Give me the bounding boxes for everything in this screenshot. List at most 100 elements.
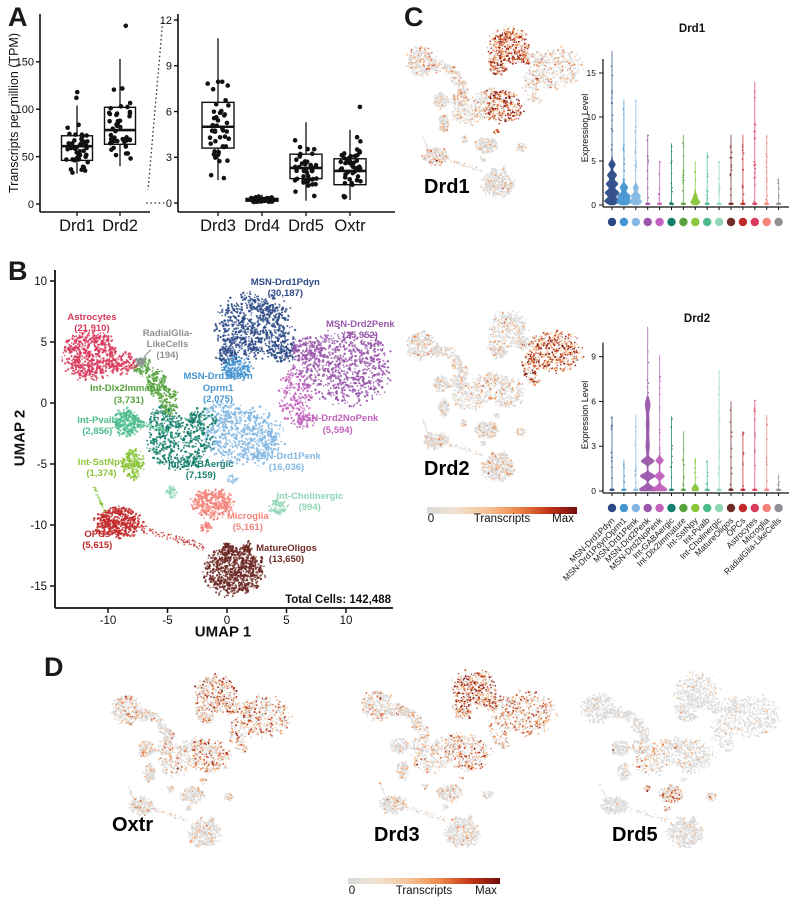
feature-label-drd2: Drd2 <box>424 458 470 480</box>
violin-ytick: 5 <box>591 156 596 166</box>
violin-ytick: 9 <box>591 352 596 362</box>
boxplot-gene-label: Oxtr <box>334 217 366 235</box>
transcripts-colorbar-d <box>348 878 500 884</box>
violin-xtick-dot-Int-GABAergic <box>667 217 676 227</box>
violin-xtick-dot-MSN-Drd2Penk <box>643 217 652 227</box>
violin-plot-Drd2: 0 3 6 9 MSN-Drd1PdynMSN-Drd1PdynOprm1MSN-Drd… <box>561 326 789 583</box>
umap2-axis-label: UMAP 2 <box>11 409 29 467</box>
violin-xtick-dot-Int-Dlx2Immature <box>679 503 688 513</box>
cluster-label-MSN-Drd1Penk: MSN-Drd1Penk (16,036) <box>252 450 321 473</box>
violin-ytick: 0 <box>591 200 596 210</box>
violin-xlabel-Int-GABAergic: Int-GABAergic <box>630 515 676 561</box>
violin-xtick-dot-MatureOligos <box>726 503 736 513</box>
violin-xlabel-MSN-Drd1Penk: MSN-Drd1Penk <box>591 515 641 565</box>
violin-xtick-dot-RadialGlia-LikeCells <box>774 217 783 227</box>
box-Drd5 <box>289 153 323 180</box>
colorbar-c-max: Max <box>552 513 574 525</box>
violin-xtick-dot-RadialGlia-LikeCells <box>774 503 783 513</box>
violin-xtick-dot-Int-Cholinergic <box>714 217 724 227</box>
transcripts-colorbar-c <box>427 507 577 514</box>
feature-plot-drd1 <box>403 14 585 202</box>
violin-xtick-dot-OPCs <box>738 503 748 513</box>
violin-xtick-dot-Int-GABAergic <box>667 503 676 513</box>
umap-xtick: 10 <box>340 615 353 627</box>
expression-level-label-drd1: Expression Level <box>580 93 590 163</box>
violin-xtick-dot-MSN-Drd1Pdyn <box>607 503 617 513</box>
violin-xtick-dot-Astrocytes <box>750 503 759 513</box>
violin-xlabel-Microglia: Microglia <box>740 515 771 546</box>
boxplot-gene-label: Drd5 <box>288 217 324 235</box>
umap-xtick: 5 <box>283 615 289 627</box>
cluster-label-Int-Pvalb: Int-Pvalb (2,856) <box>77 414 118 437</box>
violin-xtick-dot-Int-Cholinergic <box>714 503 724 513</box>
violin-ytick: 0 <box>591 486 596 496</box>
violin-xtick-dot-OPCs <box>738 217 748 227</box>
feature-plot-drd3 <box>358 656 558 852</box>
cluster-label-Int-SstNpy: Int-SstNpy (1,374) <box>77 456 126 479</box>
feature-plot-drd2 <box>403 298 585 486</box>
violin-xtick-dot-MSN-Drd1Penk <box>631 217 640 227</box>
box-Drd3 <box>201 101 235 149</box>
cluster-label-Microglia: Microglia (5,161) <box>226 510 269 533</box>
violin-ytick: 15 <box>587 68 597 78</box>
violin-xtick-dot-Int-Pvalb <box>703 503 712 513</box>
cluster-label-RadialGlia-LikeCells: RadialGlia- LikeCells (194) <box>142 328 193 362</box>
colorbar-d-max: Max <box>475 885 497 897</box>
boxplot-ytick: 0 <box>166 198 172 210</box>
box-Drd4 <box>245 197 279 202</box>
violin-xtick-dot-MSN-Drd1PdynOprm1 <box>619 503 629 513</box>
total-cells-label: Total Cells: 142,488 <box>285 594 391 606</box>
feature-label-drd5: Drd5 <box>612 824 658 846</box>
boxplot-ytick: 3 <box>166 152 172 164</box>
violin-xtick-dot-MSN-Drd1Penk <box>631 503 640 513</box>
violin-xtick-dot-Int-Dlx2Immature <box>679 217 688 227</box>
violin-xtick-dot-MatureOligos <box>726 217 736 227</box>
violin-xlabel-Int-Pvalb: Int-Pvalb <box>681 515 712 546</box>
umap-ytick: 0 <box>41 398 47 410</box>
colorbar-d-transcripts: Transcripts <box>395 885 453 897</box>
panel-a-letter: A <box>8 2 28 32</box>
cluster-label-OPCs: OPCs (5,615) <box>82 529 113 552</box>
umap1-axis-label: UMAP 1 <box>194 623 252 641</box>
umap-ytick: -10 <box>30 520 47 532</box>
umap-ytick: 5 <box>41 337 47 349</box>
feature-plot-oxtr <box>108 662 293 852</box>
boxplot-ytick: 50 <box>22 151 34 163</box>
violin-xlabel-Int-Dlx2Immature: Int-Dlx2Immature <box>635 515 688 568</box>
panel-c-letter: C <box>404 2 424 32</box>
box-Oxtr <box>333 158 367 186</box>
violin-drd1-title: Drd1 <box>678 23 706 35</box>
cluster-label-MSN-Drd2Penk: MSN-Drd2Penk (25,952) <box>325 318 395 341</box>
violin-xtick-dot-MSN-Drd1Pdyn <box>607 217 617 227</box>
colorbar-c-transcripts: Transcripts <box>473 513 531 525</box>
violin-xtick-dot-Int-SstNpy <box>691 503 700 513</box>
violin-xlabel-MatureOligos: MatureOligos <box>693 515 736 558</box>
violin-xlabel-Int-SstNpy: Int-SstNpy <box>665 515 701 551</box>
violin-xlabel-RadialGlia-LikeCells: RadialGlia-LikeCells <box>722 515 783 576</box>
umap-ytick: -5 <box>37 459 47 471</box>
tpm-axis-label: Transcripts per million (TPM) <box>7 33 21 193</box>
umap-xtick: -10 <box>100 615 117 627</box>
expression-level-label-drd2: Expression Level <box>580 380 590 450</box>
umap-ytick: 10 <box>34 276 47 288</box>
violin-xtick-dot-Astrocytes <box>750 217 759 227</box>
violin-xlabel-MSN-Drd2NoPenk: MSN-Drd2NoPenk <box>607 515 664 572</box>
panel-d-letter: D <box>44 652 64 682</box>
boxplot-ytick: 12 <box>160 15 172 27</box>
violin-xtick-dot-Microglia <box>762 503 771 513</box>
boxplot-gene-label: Drd1 <box>59 217 95 235</box>
violin-xtick-dot-Int-SstNpy <box>691 217 700 227</box>
violin-xlabel-MSN-Drd2Penk: MSN-Drd2Penk <box>603 515 653 565</box>
violin-drd2-title: Drd2 <box>683 313 711 325</box>
boxplot-gene-label: Drd2 <box>102 217 138 235</box>
violin-xlabel-OPCs: OPCs <box>724 515 747 538</box>
boxplot-gene-label: Drd4 <box>244 217 280 235</box>
boxplot-gene-label: Drd3 <box>200 217 236 235</box>
violin-xlabel-Astrocytes: Astrocytes <box>724 515 759 550</box>
violin-xlabel-MSN-Drd1Pdyn: MSN-Drd1Pdyn <box>567 515 616 564</box>
cluster-label-MSN-Drd1PdynOprm1: MSN-Drd1Pdyn Oprm1 (2,075) <box>183 371 253 405</box>
violin-xtick-dot-Int-Pvalb <box>703 217 712 227</box>
